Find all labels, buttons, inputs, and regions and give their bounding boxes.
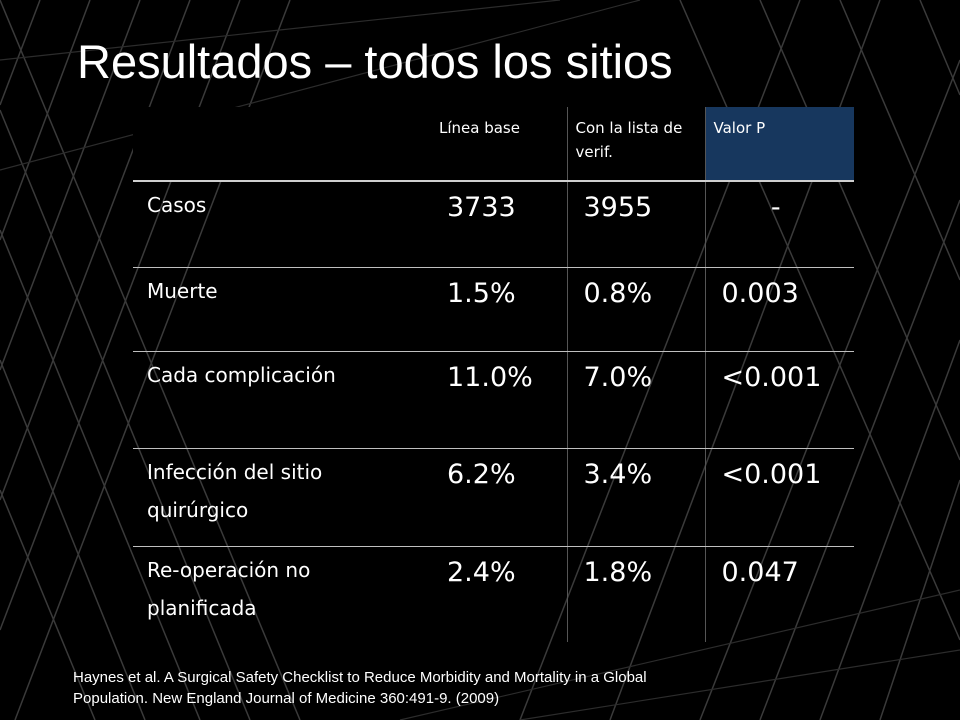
row-label: Muerte	[133, 267, 431, 352]
p-value: 0.003	[705, 267, 854, 352]
table-row: Infección del sitio quirúrgico 6.2% 3.4%…	[133, 448, 854, 547]
p-value: <0.001	[705, 448, 854, 547]
p-value: -	[705, 181, 854, 268]
checklist-value: 7.0%	[567, 351, 706, 449]
checklist-value: 3.4%	[567, 448, 706, 547]
citation: Haynes et al. A Surgical Safety Checklis…	[73, 667, 933, 709]
row-label: Cada complicación	[133, 351, 431, 449]
header-baseline: Línea base	[431, 107, 568, 182]
citation-line-2: Population. New England Journal of Medic…	[73, 690, 500, 707]
baseline-value: 11.0%	[431, 351, 568, 449]
baseline-value: 1.5%	[431, 267, 568, 352]
results-table: Línea base Con la lista de verif. Valor …	[133, 107, 854, 642]
baseline-value: 3733	[431, 181, 568, 268]
row-label: Re-operación no planificada	[147, 557, 311, 620]
checklist-value: 1.8%	[567, 546, 706, 642]
header-p-value: Valor P	[705, 107, 854, 182]
header-corner-cell	[133, 107, 431, 182]
row-label: Casos	[133, 181, 431, 268]
citation-line-1: Haynes et al. A Surgical Safety Checklis…	[73, 669, 647, 686]
table-header-row: Línea base Con la lista de verif. Valor …	[133, 107, 854, 182]
checklist-value: 3955	[567, 181, 706, 268]
table-row: Re-operación no planificada 2.4% 1.8% 0.…	[133, 546, 854, 642]
checklist-value: 0.8%	[567, 267, 706, 352]
table-row: Muerte 1.5% 0.8% 0.003	[133, 267, 854, 352]
table-row: Cada complicación 11.0% 7.0% <0.001	[133, 351, 854, 449]
p-value: 0.047	[721, 556, 799, 588]
header-checklist: Con la lista de verif.	[567, 107, 706, 182]
baseline-value: 2.4%	[431, 546, 568, 642]
p-value: <0.001	[705, 351, 854, 449]
table-row: Casos 3733 3955 -	[133, 181, 854, 268]
baseline-value: 6.2%	[431, 448, 568, 547]
row-label: Infección del sitio quirúrgico	[133, 448, 431, 547]
slide-title: Resultados – todos los sitios	[77, 35, 673, 88]
